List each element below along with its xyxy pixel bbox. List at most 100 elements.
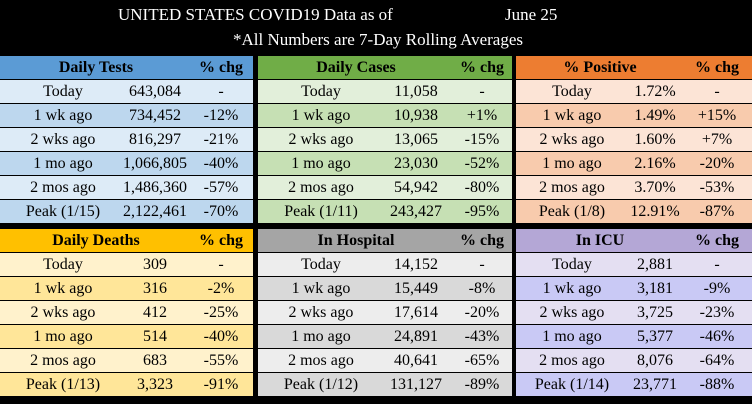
row-value: 1.72% <box>634 83 676 100</box>
pct-change-header: % chg <box>199 232 243 249</box>
row-pct-change: -87% <box>699 203 735 220</box>
row-label: Today <box>552 83 592 100</box>
panel-daily-tests: Daily Tests % chg Today 643,084 - 1 wk ago 734… <box>0 56 253 224</box>
row-pct-change: -8% <box>468 280 496 297</box>
panel-daily-cases: Daily Cases % chg Today 11,058 - 1 wk ago 10,9… <box>258 56 512 224</box>
table-row: Today 1.72% - <box>516 80 752 104</box>
panel-in-hospital: In Hospital % chg Today 14,152 - 1 wk ago 15,4… <box>258 229 512 397</box>
row-pct-change: -89% <box>464 376 500 393</box>
table-row: 2 wks ago 816,297 -21% <box>0 128 253 152</box>
row-pct-change: +7% <box>701 131 733 148</box>
table-row: 2 mos ago 3.70% -53% <box>516 176 752 200</box>
table-row: 2 mos ago 40,641 -65% <box>258 349 512 373</box>
row-label: 1 mo ago <box>33 328 93 345</box>
row-value: 54,942 <box>394 179 438 196</box>
row-value: 17,614 <box>394 304 438 321</box>
row-label: Today <box>43 256 83 273</box>
row-value: 3,725 <box>637 304 673 321</box>
pct-change-header: % chg <box>199 59 243 76</box>
row-value: 24,891 <box>394 328 438 345</box>
row-label: 2 mos ago <box>288 352 354 369</box>
row-pct-change: -21% <box>203 131 239 148</box>
row-value: 13,065 <box>394 131 438 148</box>
table-row: Peak (1/11) 243,427 -95% <box>258 200 512 224</box>
pct-change-header: % chg <box>695 232 739 249</box>
table-row: Today 309 - <box>0 253 253 277</box>
row-label: 2 wks ago <box>288 304 354 321</box>
row-value: 3.70% <box>634 179 676 196</box>
row-pct-change: -64% <box>699 352 735 369</box>
panel-daily-deaths: Daily Deaths % chg Today 309 - 1 wk ago 316 -2%… <box>0 229 253 397</box>
table-row: 1 wk ago 10,938 +1% <box>258 104 512 128</box>
header-subtitle-row: *All Numbers are 7-Day Rolling Averages <box>0 30 752 52</box>
panel-header: Daily Cases % chg <box>258 56 512 80</box>
row-pct-change: - <box>714 256 720 273</box>
row-value: 23,771 <box>633 376 677 393</box>
table-row: 2 mos ago 1,486,360 -57% <box>0 176 253 200</box>
row-label: 2 mos ago <box>539 179 605 196</box>
row-value: 14,152 <box>394 256 438 273</box>
row-pct-change: -52% <box>464 155 500 172</box>
row-pct-change: -43% <box>464 328 500 345</box>
table-row: 1 wk ago 1.49% +15% <box>516 104 752 128</box>
header-title: UNITED STATES COVID19 Data as of <box>118 5 393 24</box>
row-value: 1,486,360 <box>123 179 187 196</box>
row-value: 23,030 <box>394 155 438 172</box>
row-pct-change: -65% <box>464 352 500 369</box>
table-row: 1 wk ago 3,181 -9% <box>516 277 752 301</box>
row-pct-change: -20% <box>699 155 735 172</box>
row-label: 2 mos ago <box>30 179 96 196</box>
panel-header: In ICU % chg <box>516 229 752 253</box>
row-value: 1,066,805 <box>123 155 187 172</box>
table-row: 2 mos ago 8,076 -64% <box>516 349 752 373</box>
panel-title: In Hospital <box>317 232 395 249</box>
header-date: June 25 <box>505 5 558 24</box>
row-label: Peak (1/12) <box>283 376 359 393</box>
row-value: 2,881 <box>637 256 673 273</box>
panel-title: Daily Tests <box>58 59 134 76</box>
row-value: 412 <box>143 304 167 321</box>
table-row: Peak (1/15) 2,122,461 -70% <box>0 200 253 224</box>
table-row: Peak (1/8) 12.91% -87% <box>516 200 752 224</box>
row-label: 1 mo ago <box>291 155 351 172</box>
table-row: 1 mo ago 23,030 -52% <box>258 152 512 176</box>
panel-title: Daily Deaths <box>52 232 140 249</box>
row-label: 1 wk ago <box>542 280 602 297</box>
row-label: 1 mo ago <box>291 328 351 345</box>
table-row: Peak (1/12) 131,127 -89% <box>258 373 512 397</box>
row-value: 3,181 <box>637 280 673 297</box>
table-row: 2 wks ago 412 -25% <box>0 301 253 325</box>
row-label: Today <box>43 83 83 100</box>
row-pct-change: -15% <box>464 131 500 148</box>
row-pct-change: -12% <box>203 107 239 124</box>
table-row: 1 wk ago 734,452 -12% <box>0 104 253 128</box>
pct-change-header: % chg <box>460 59 504 76</box>
table-row: 2 wks ago 17,614 -20% <box>258 301 512 325</box>
panel-header: Daily Tests % chg <box>0 56 253 80</box>
row-value: 3,323 <box>137 376 173 393</box>
row-label: Peak (1/14) <box>534 376 610 393</box>
row-label: Today <box>552 256 592 273</box>
table-row: 1 mo ago 5,377 -46% <box>516 325 752 349</box>
row-pct-change: -91% <box>203 376 239 393</box>
table-row: 1 wk ago 316 -2% <box>0 277 253 301</box>
pct-change-header: % chg <box>460 232 504 249</box>
row-label: Peak (1/15) <box>25 203 101 220</box>
row-pct-change: -40% <box>203 328 239 345</box>
table-row: Today 11,058 - <box>258 80 512 104</box>
row-label: 1 wk ago <box>291 107 351 124</box>
row-label: 1 mo ago <box>33 155 93 172</box>
row-label: 1 wk ago <box>33 280 93 297</box>
row-value: 734,452 <box>129 107 181 124</box>
row-label: Today <box>301 83 341 100</box>
row-value: 243,427 <box>390 203 442 220</box>
row-label: Today <box>301 256 341 273</box>
pct-change-header: % chg <box>695 59 739 76</box>
row-value: 683 <box>143 352 167 369</box>
table-row: Today 2,881 - <box>516 253 752 277</box>
panel-title: In ICU <box>575 232 625 249</box>
row-value: 1.49% <box>634 107 676 124</box>
row-label: 1 wk ago <box>542 107 602 124</box>
row-pct-change: - <box>714 83 720 100</box>
